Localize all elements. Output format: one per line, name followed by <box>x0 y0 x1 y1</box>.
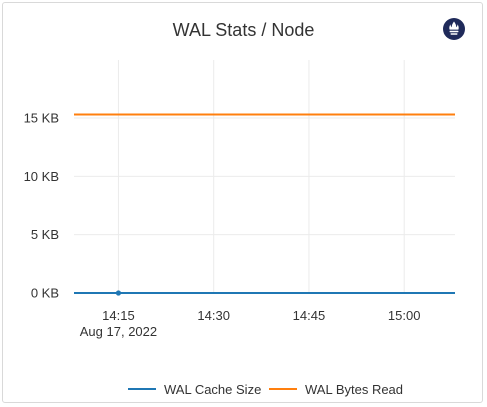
panel-title: WAL Stats / Node <box>172 20 315 40</box>
x-tick-label: 14:45 <box>293 308 326 323</box>
x-tick-label: 15:00 <box>388 308 421 323</box>
x-tick-date-label: Aug 17, 2022 <box>80 324 157 339</box>
grid <box>74 60 455 294</box>
y-tick-label: 5 KB <box>31 227 59 242</box>
data-point-marker <box>115 290 122 296</box>
legend-swatch <box>269 388 297 390</box>
y-tick-label: 10 KB <box>24 169 59 184</box>
x-axis: 14:15 14:30 14:45 15:00 Aug 17, 2022 <box>80 308 421 339</box>
x-tick-label: 14:15 <box>102 308 135 323</box>
chart-panel <box>2 2 483 403</box>
legend-swatch <box>128 388 156 390</box>
y-tick-label: 0 KB <box>31 286 59 301</box>
legend-item-wal-bytes-read[interactable]: WAL Bytes Read <box>269 378 403 400</box>
legend-item-wal-cache-size[interactable]: WAL Cache Size <box>128 378 261 400</box>
y-tick-label: 15 KB <box>24 111 59 126</box>
legend-label: WAL Bytes Read <box>305 381 404 397</box>
x-tick-label: 14:30 <box>197 308 230 323</box>
y-axis: 0 KB 5 KB 10 KB 15 KB <box>24 111 59 301</box>
prometheus-icon[interactable] <box>442 17 466 41</box>
legend: WAL Cache Size WAL Bytes Read <box>0 378 487 400</box>
legend-label: WAL Cache Size <box>164 381 262 397</box>
series-lines <box>74 113 455 296</box>
